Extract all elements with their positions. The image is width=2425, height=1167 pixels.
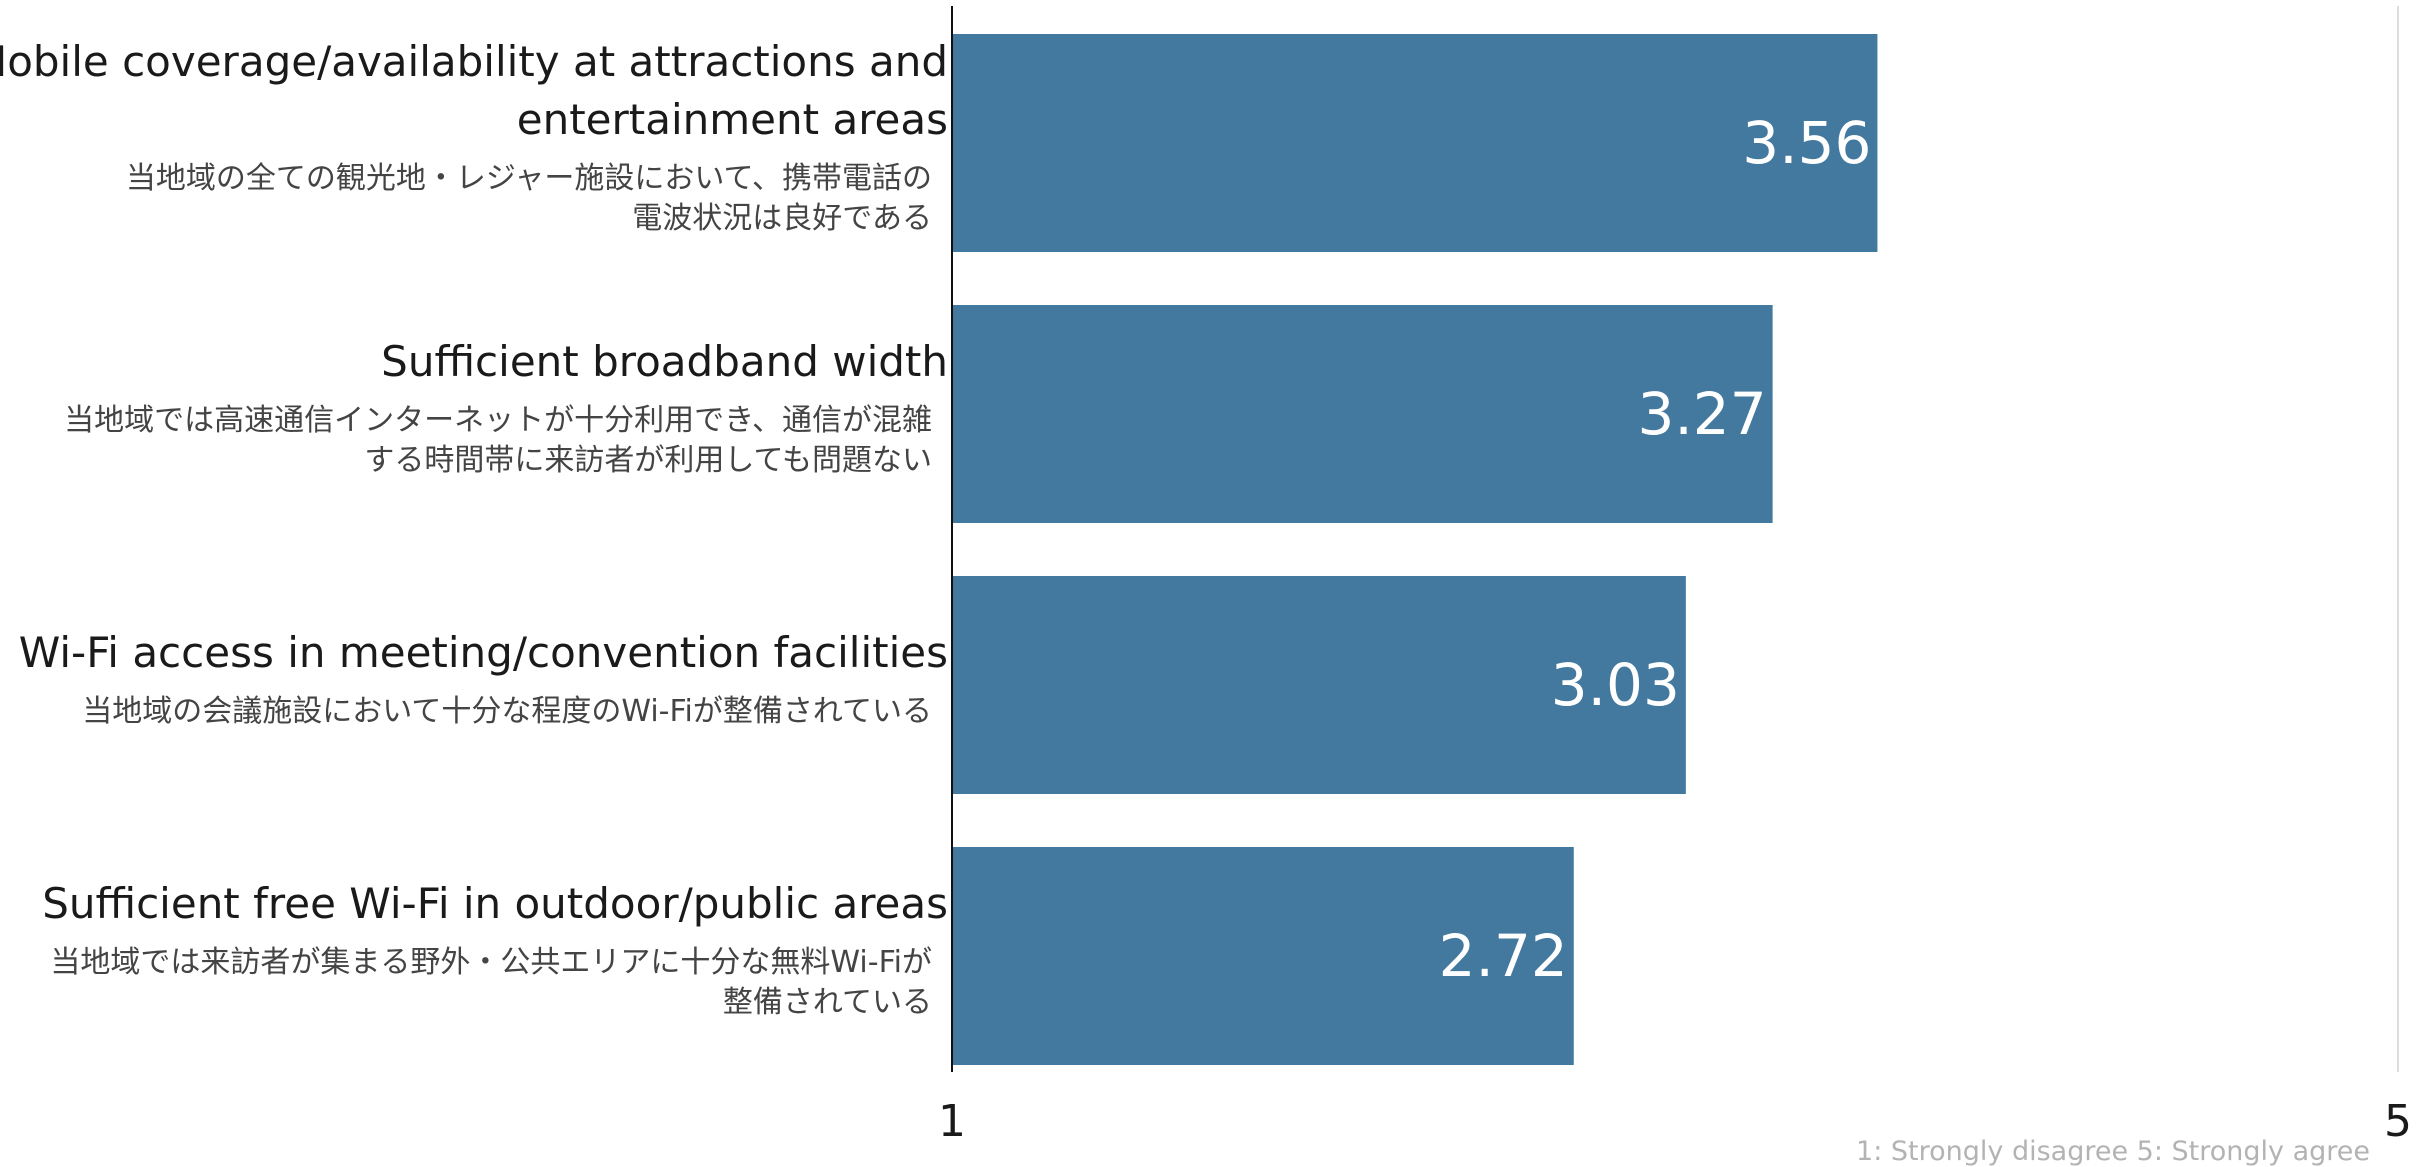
- x-tick-max: 5: [2384, 1096, 2412, 1147]
- scale-note: 1: Strongly disagree 5: Strongly agree: [1856, 1136, 2370, 1167]
- category-label-en: Sufficient broadband width: [381, 337, 948, 386]
- category-label-en: Wi-Fi access in meeting/convention facil…: [19, 628, 948, 677]
- category-label-en: Sufficient free Wi-Fi in outdoor/public …: [42, 879, 948, 928]
- bars-layer: 3.56 3.27 3.03 2.72: [953, 34, 1878, 1065]
- category-labels-layer: Mobile coverage/availability at attracti…: [0, 37, 948, 1020]
- data-label: 2.72: [1439, 922, 1568, 990]
- x-tick-min: 1: [938, 1096, 966, 1147]
- category-label-en: Mobile coverage/availability at attracti…: [0, 37, 948, 86]
- category-label-ja: 当地域の会議施設において十分な程度のWi-Fiが整備されている: [82, 694, 932, 729]
- category-label-en: entertainment areas: [517, 95, 948, 144]
- bar: [953, 34, 1878, 252]
- bar: [953, 847, 1574, 1065]
- data-label: 3.03: [1551, 651, 1680, 719]
- bar: [953, 305, 1773, 523]
- category-label-ja: 電波状況は良好である: [632, 201, 932, 236]
- data-label: 3.27: [1637, 380, 1766, 448]
- category-label-ja: 整備されている: [723, 985, 932, 1020]
- bar: [953, 576, 1686, 794]
- category-label-ja: する時間帯に来訪者が利用しても問題ない: [364, 443, 932, 478]
- category-label-ja: 当地域では高速通信インターネットが十分利用でき、通信が混雑: [64, 403, 932, 438]
- category-label-ja: 当地域の全ての観光地・レジャー施設において、携帯電話の: [126, 161, 932, 196]
- category-label-ja: 当地域では来訪者が集まる野外・公共エリアに十分な無料Wi-Fiが: [50, 945, 932, 980]
- data-label: 3.56: [1742, 109, 1871, 177]
